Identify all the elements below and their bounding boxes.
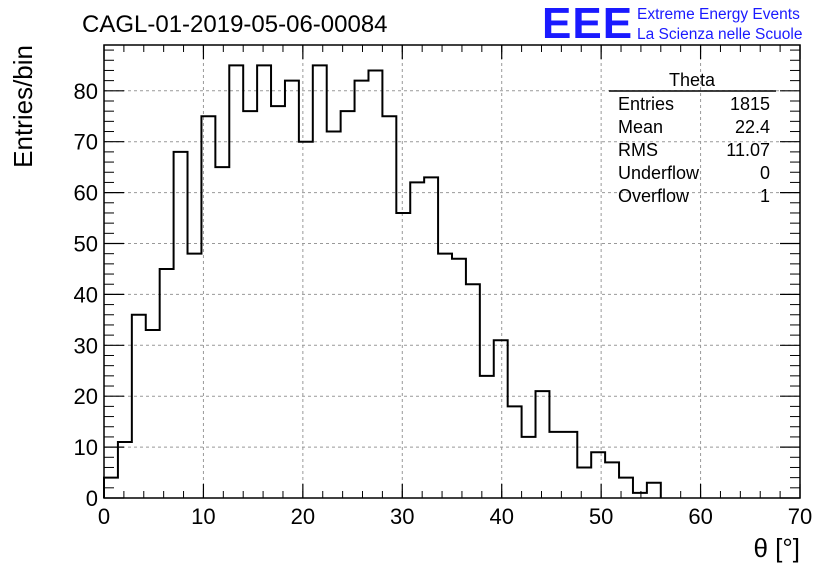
y-tick-label: 40 xyxy=(74,282,98,307)
x-tick-label: 60 xyxy=(688,504,712,529)
x-tick-label: 10 xyxy=(191,504,215,529)
histogram-bin xyxy=(647,483,661,498)
chart-title: CAGL-01-2019-05-06-00084 xyxy=(82,11,388,38)
histogram-bin xyxy=(257,65,271,498)
histogram-bin xyxy=(438,254,452,498)
stats-label: Overflow xyxy=(618,186,690,206)
histogram-bin xyxy=(229,65,243,498)
stats-label: Entries xyxy=(618,94,674,114)
stats-value: 0 xyxy=(760,163,770,183)
y-axis-label: Entries/bin xyxy=(8,45,38,168)
stats-value: 1815 xyxy=(730,94,770,114)
histogram-bin xyxy=(271,106,285,498)
x-axis-label: θ [°] xyxy=(753,533,800,563)
x-tick-label: 70 xyxy=(788,504,812,529)
histogram-bin xyxy=(466,284,480,498)
x-tick-label: 50 xyxy=(589,504,613,529)
logo-line-1: Extreme Energy Events xyxy=(637,6,800,23)
stats-label: Underflow xyxy=(618,163,700,183)
histogram-bin xyxy=(188,254,202,498)
histogram-bin xyxy=(494,340,508,498)
histogram-bin xyxy=(591,452,605,498)
y-tick-label: 30 xyxy=(74,333,98,358)
y-tick-label: 60 xyxy=(74,181,98,206)
y-tick-label: 10 xyxy=(74,435,98,460)
logo-line-2: La Scienza nelle Scuole xyxy=(637,26,803,43)
eee-logo-mark: EEE xyxy=(542,0,634,48)
histogram-bin xyxy=(605,462,619,498)
stats-box-title: Theta xyxy=(669,70,716,90)
x-tick-label: 20 xyxy=(291,504,315,529)
histogram-bin xyxy=(577,467,591,498)
histogram-bin xyxy=(508,406,522,498)
stats-label: RMS xyxy=(618,140,658,160)
histogram-bin xyxy=(424,177,438,498)
histogram-bin xyxy=(174,152,188,498)
histogram-bin xyxy=(368,70,382,498)
y-tick-label: 50 xyxy=(74,232,98,257)
histogram-bin xyxy=(160,269,174,498)
histogram-bin xyxy=(396,213,410,498)
x-tick-label: 0 xyxy=(98,504,110,529)
y-tick-label: 80 xyxy=(74,79,98,104)
histogram-bin xyxy=(299,142,313,498)
histogram-bin xyxy=(382,116,396,498)
histogram-bin xyxy=(549,432,563,498)
histogram-bin xyxy=(327,132,341,498)
stats-value: 11.07 xyxy=(726,140,770,160)
y-tick-label: 70 xyxy=(74,130,98,155)
histogram-bin xyxy=(146,330,160,498)
histogram-bin xyxy=(215,167,229,498)
y-tick-label: 0 xyxy=(86,486,98,511)
stats-label: Mean xyxy=(618,117,663,137)
histogram-bin xyxy=(313,65,327,498)
histogram-bin xyxy=(536,391,550,498)
stats-value: 1 xyxy=(760,186,770,206)
x-tick-label: 40 xyxy=(489,504,513,529)
histogram-bin xyxy=(341,111,355,498)
stats-box: Theta Entries 1815 Mean 22.4 RMS 11.07 Underfl… xyxy=(609,70,776,206)
histogram-bin xyxy=(243,111,257,498)
stats-value: 22.4 xyxy=(735,117,770,137)
y-tick-label: 20 xyxy=(74,384,98,409)
histogram-bin xyxy=(563,432,577,498)
histogram-bin xyxy=(355,81,369,498)
plot-frame xyxy=(103,44,801,499)
histogram-bin xyxy=(118,442,132,498)
histogram-bin xyxy=(285,81,299,498)
histogram-bin xyxy=(132,315,146,498)
histogram-bin xyxy=(410,182,424,498)
histogram-outline xyxy=(103,64,662,498)
x-tick-label: 30 xyxy=(390,504,414,529)
histogram-bin xyxy=(522,437,536,498)
histogram-bin xyxy=(480,376,494,498)
